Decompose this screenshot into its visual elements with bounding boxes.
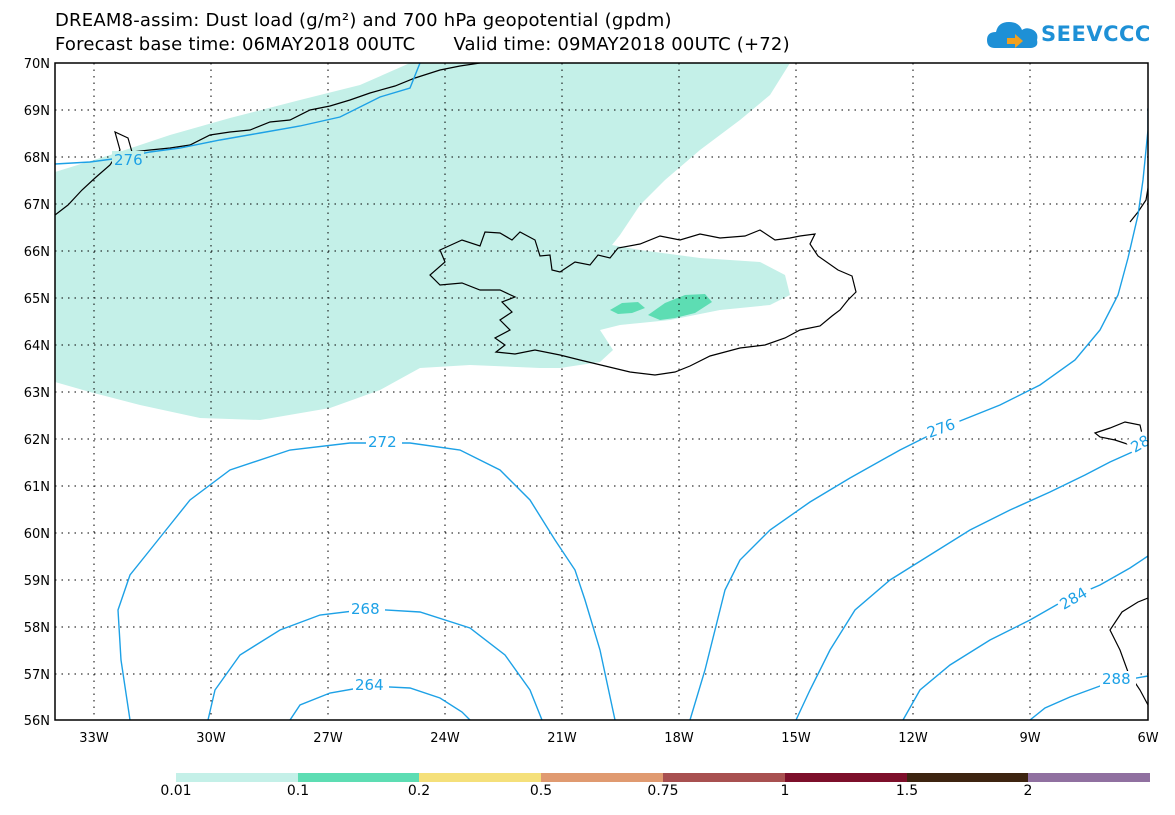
lat-label: 61N xyxy=(24,480,50,495)
legend-swatch xyxy=(419,773,541,782)
contour-label: 272 xyxy=(368,433,397,451)
lat-label: 59N xyxy=(24,574,50,589)
legend-swatch xyxy=(785,773,907,782)
lon-label: 6W xyxy=(1137,731,1158,746)
lon-label: 18W xyxy=(664,731,694,746)
dust-region-mid xyxy=(610,302,645,314)
lon-label: 21W xyxy=(547,731,577,746)
contour-272 xyxy=(117,442,616,720)
map-subtitle: Forecast base time: 06MAY2018 00UTC Valid… xyxy=(55,34,790,55)
map-content: 276 272 268 264 276 284 288 28 xyxy=(55,63,1154,720)
contour-264 xyxy=(289,685,471,720)
contour-label: 264 xyxy=(355,676,384,694)
forecast-base-time: Forecast base time: 06MAY2018 00UTC xyxy=(55,34,416,55)
lon-label: 15W xyxy=(781,731,811,746)
lon-label: 30W xyxy=(196,731,226,746)
dust-region-mid xyxy=(648,294,712,320)
legend-label: 0.5 xyxy=(529,783,553,799)
contour-label: 276 xyxy=(925,415,958,442)
dust-region-low xyxy=(55,63,790,420)
iceland-coastline xyxy=(429,229,857,376)
legend-swatch xyxy=(176,773,298,782)
lat-label: 65N xyxy=(24,292,50,307)
seevccc-logo: SEEVCCC xyxy=(985,14,1150,58)
lon-label: 27W xyxy=(313,731,343,746)
contour-284 xyxy=(902,555,1148,720)
lon-label: 12W xyxy=(898,731,928,746)
valid-time: Valid time: 09MAY2018 00UTC (+72) xyxy=(453,34,790,55)
legend-label: 2 xyxy=(1023,783,1033,799)
lon-label: 9W xyxy=(1019,731,1040,746)
contour-268 xyxy=(207,608,543,720)
lat-label: 58N xyxy=(24,621,50,636)
lat-label: 57N xyxy=(24,668,50,683)
map-frame xyxy=(54,62,1149,721)
legend-label: 0.01 xyxy=(160,783,192,799)
lat-label: 70N xyxy=(24,57,50,72)
legend-label: 0.75 xyxy=(647,783,679,799)
lat-label: 56N xyxy=(24,714,50,729)
latitude-labels: 70N 69N 68N 67N 66N 65N 64N 63N 62N 61N … xyxy=(24,57,50,729)
legend-swatch xyxy=(907,773,1028,782)
greenland-coastline xyxy=(55,63,481,216)
legend-swatch xyxy=(1028,773,1150,782)
shetland-coastline xyxy=(1129,187,1148,223)
legend-swatch xyxy=(541,773,663,782)
contour-label: 268 xyxy=(351,600,380,618)
lat-label: 60N xyxy=(24,527,50,542)
norway-coastline xyxy=(1109,597,1148,706)
lat-label: 64N xyxy=(24,339,50,354)
contour-280 xyxy=(795,444,1148,720)
legend-label: 1 xyxy=(780,783,790,799)
legend-label: 0.1 xyxy=(286,783,310,799)
contour-labels: 276 272 268 264 276 284 288 28 xyxy=(112,151,1154,694)
legend-label: 1.5 xyxy=(895,783,919,799)
legend-swatch xyxy=(298,773,419,782)
longitude-labels: 33W 30W 27W 24W 21W 18W 15W 12W 9W 6W xyxy=(79,731,1158,746)
logo-text: SEEVCCC xyxy=(1041,22,1151,46)
legend-swatch xyxy=(663,773,785,782)
lat-label: 62N xyxy=(24,433,50,448)
contour-label: 276 xyxy=(114,151,143,169)
contour-label: 28 xyxy=(1128,431,1154,456)
lat-label: 63N xyxy=(24,386,50,401)
contour-276-east xyxy=(689,108,1148,720)
map-grid xyxy=(55,63,1148,720)
lat-label: 66N xyxy=(24,245,50,260)
lat-label: 68N xyxy=(24,151,50,166)
lon-label: 24W xyxy=(430,731,460,746)
lon-label: 33W xyxy=(79,731,109,746)
lat-label: 67N xyxy=(24,198,50,213)
map-title: DREAM8-assim: Dust load (g/m²) and 700 h… xyxy=(55,10,672,31)
contour-label: 288 xyxy=(1102,670,1131,688)
cloud-logo-icon xyxy=(987,22,1038,48)
lat-label: 69N xyxy=(24,104,50,119)
legend-label: 0.2 xyxy=(407,783,431,799)
